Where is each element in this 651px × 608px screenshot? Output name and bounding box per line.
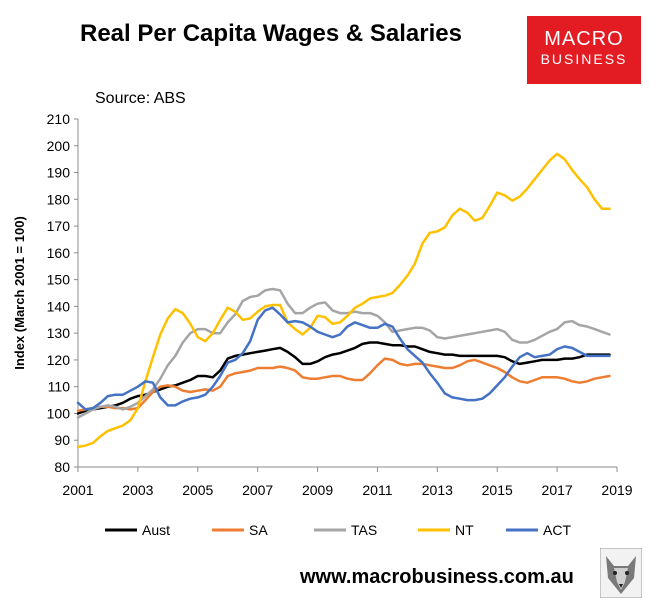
x-tick-label: 2009	[302, 482, 333, 498]
series-line-act	[76, 306, 611, 411]
y-tick-label: 130	[47, 325, 71, 341]
logo-line-2: BUSINESS	[540, 51, 628, 67]
legend-label-sa: SA	[249, 522, 268, 538]
y-tick-label: 100	[47, 405, 71, 421]
x-tick-label: 2001	[62, 482, 93, 498]
series-line-sa	[76, 357, 611, 413]
x-tick-label: 2007	[242, 482, 273, 498]
website-url[interactable]: www.macrobusiness.com.au	[300, 566, 574, 588]
chart-title: Real Per Capita Wages & Salaries	[80, 20, 462, 47]
x-tick-label: 2019	[601, 482, 632, 498]
y-tick-label: 110	[48, 379, 71, 395]
y-tick-label: 140	[47, 298, 71, 314]
series-line-nt	[76, 152, 611, 449]
y-tick-label: 200	[47, 138, 71, 154]
legend-label-nt: NT	[455, 522, 474, 538]
y-tick-label: 170	[47, 218, 71, 234]
y-tick-label: 160	[47, 245, 71, 261]
y-tick-label: 210	[47, 111, 71, 127]
legend-label-tas: TAS	[351, 522, 377, 538]
series-line-aust	[76, 341, 611, 415]
y-tick-label: 150	[47, 272, 71, 288]
y-tick-label: 190	[47, 165, 71, 181]
x-tick-label: 2017	[542, 482, 573, 498]
y-tick-label: 180	[47, 191, 71, 207]
y-axis-title: Index (March 2001 = 100)	[12, 216, 27, 370]
series-line-tas	[76, 287, 611, 419]
y-tick-label: 120	[47, 352, 71, 368]
x-tick-label: 2013	[422, 482, 453, 498]
wolf-icon	[600, 548, 642, 598]
legend-label-act: ACT	[543, 522, 571, 538]
macrobusiness-logo[interactable]: MACRO BUSINESS	[527, 16, 641, 84]
x-tick-label: 2015	[482, 482, 513, 498]
y-tick-label: 80	[54, 459, 70, 475]
x-tick-label: 2011	[362, 482, 392, 498]
x-tick-label: 2005	[182, 482, 213, 498]
x-tick-label: 2003	[122, 482, 153, 498]
legend-label-aust: Aust	[142, 522, 170, 538]
source-label: Source: ABS	[95, 90, 186, 107]
logo-line-1: MACRO	[544, 28, 624, 50]
y-tick-label: 90	[54, 432, 70, 448]
